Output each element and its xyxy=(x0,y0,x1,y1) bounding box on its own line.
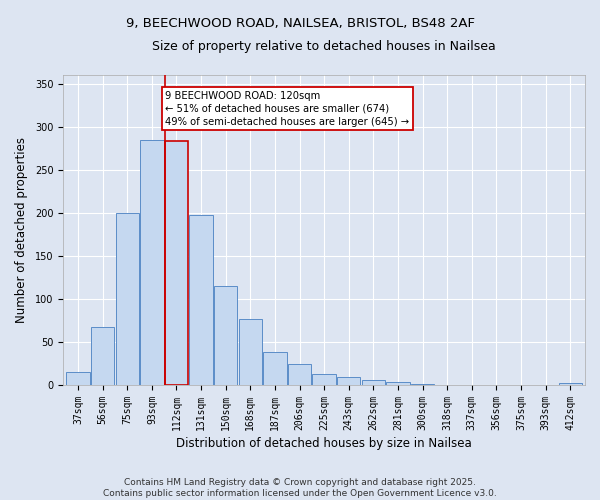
Bar xyxy=(91,326,115,385)
Text: 9, BEECHWOOD ROAD, NAILSEA, BRISTOL, BS48 2AF: 9, BEECHWOOD ROAD, NAILSEA, BRISTOL, BS4… xyxy=(125,18,475,30)
Bar xyxy=(116,213,139,385)
Text: Contains HM Land Registry data © Crown copyright and database right 2025.
Contai: Contains HM Land Registry data © Crown c… xyxy=(103,478,497,498)
Bar xyxy=(288,364,311,385)
Bar xyxy=(214,286,238,385)
Bar xyxy=(140,140,164,385)
Bar xyxy=(239,319,262,385)
Bar xyxy=(165,142,188,385)
Text: 9 BEECHWOOD ROAD: 120sqm
← 51% of detached houses are smaller (674)
49% of semi-: 9 BEECHWOOD ROAD: 120sqm ← 51% of detach… xyxy=(166,90,410,127)
Bar xyxy=(386,382,410,385)
Bar xyxy=(337,378,361,385)
Y-axis label: Number of detached properties: Number of detached properties xyxy=(15,137,28,323)
Bar xyxy=(362,380,385,385)
Title: Size of property relative to detached houses in Nailsea: Size of property relative to detached ho… xyxy=(152,40,496,53)
Bar xyxy=(559,384,582,385)
X-axis label: Distribution of detached houses by size in Nailsea: Distribution of detached houses by size … xyxy=(176,437,472,450)
Bar xyxy=(411,384,434,385)
Bar xyxy=(190,216,213,385)
Bar xyxy=(67,372,90,385)
Bar xyxy=(313,374,336,385)
Bar xyxy=(263,352,287,385)
